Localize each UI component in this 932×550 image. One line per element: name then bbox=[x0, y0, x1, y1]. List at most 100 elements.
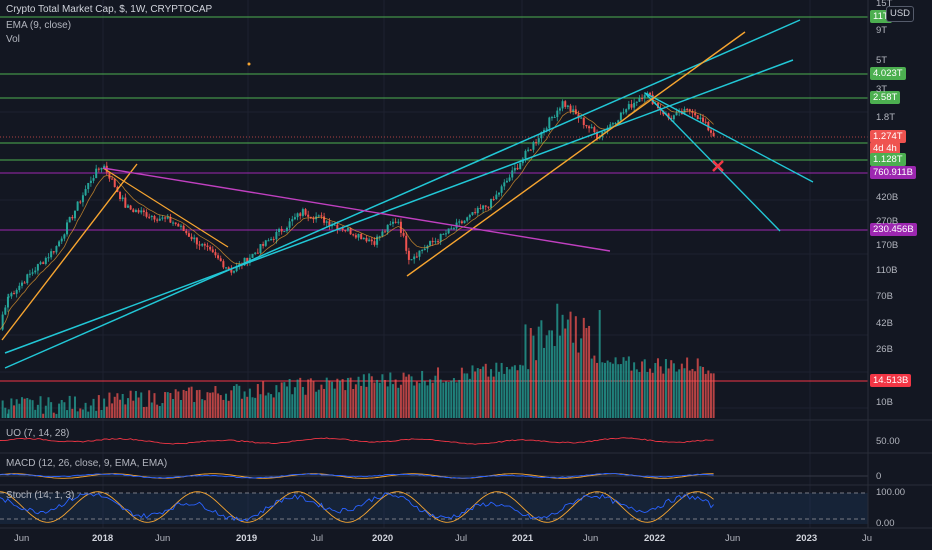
candle-body-144 bbox=[378, 236, 381, 238]
candle-body-133 bbox=[349, 228, 352, 235]
volume-bar-96 bbox=[251, 397, 254, 418]
candle-body-174 bbox=[458, 221, 461, 223]
candle-body-270 bbox=[712, 132, 715, 137]
volume-bar-208 bbox=[548, 330, 551, 418]
volume-bar-146 bbox=[384, 379, 387, 418]
volume-bar-37 bbox=[95, 410, 98, 418]
volume-bar-123 bbox=[323, 388, 326, 418]
volume-bar-226 bbox=[596, 362, 599, 418]
candle-body-110 bbox=[288, 221, 291, 228]
volume-bar-119 bbox=[312, 380, 315, 418]
candle-body-243 bbox=[641, 98, 644, 100]
candle-body-267 bbox=[704, 121, 707, 123]
volume-bar-165 bbox=[434, 375, 437, 418]
volume-bar-164 bbox=[431, 382, 434, 418]
candle-body-157 bbox=[413, 256, 416, 260]
volume-bar-52 bbox=[134, 391, 137, 418]
volume-bar-229 bbox=[603, 362, 606, 418]
candle-body-52 bbox=[134, 210, 137, 213]
candle-body-116 bbox=[304, 209, 307, 215]
volume-bar-38 bbox=[97, 395, 100, 418]
orange-trend-2018 bbox=[102, 167, 229, 248]
candle-body-63 bbox=[164, 217, 167, 219]
price-label-countdown: 4d 4h bbox=[870, 142, 900, 155]
volume-bar-46 bbox=[119, 399, 122, 418]
volume-bar-244 bbox=[643, 359, 646, 418]
candle-body-217 bbox=[572, 109, 575, 112]
volume-bar-100 bbox=[262, 381, 265, 418]
indicator-title-2[interactable]: Stoch (14, 1, 3) bbox=[6, 490, 75, 501]
currency-badge[interactable]: USD bbox=[886, 6, 914, 22]
volume-bar-110 bbox=[288, 379, 291, 418]
candle-body-126 bbox=[331, 225, 334, 227]
candle-body-192 bbox=[505, 180, 508, 183]
candle-body-38 bbox=[97, 168, 100, 170]
volume-bar-74 bbox=[193, 402, 196, 418]
candle-body-121 bbox=[317, 215, 320, 217]
candle-body-200 bbox=[527, 149, 530, 151]
volume-bar-180 bbox=[474, 371, 477, 418]
volume-bar-200 bbox=[527, 369, 530, 418]
candle-body-166 bbox=[437, 241, 440, 243]
vol-legend[interactable]: Vol bbox=[6, 34, 20, 45]
volume-bar-6 bbox=[13, 405, 16, 418]
volume-bar-202 bbox=[532, 335, 535, 418]
candle-body-147 bbox=[386, 224, 389, 232]
volume-bar-130 bbox=[341, 379, 344, 418]
volume-bar-206 bbox=[543, 347, 546, 418]
candle-body-213 bbox=[561, 101, 564, 109]
candle-body-149 bbox=[391, 221, 394, 224]
candle-body-216 bbox=[569, 105, 572, 112]
indicator-title-1[interactable]: MACD (12, 26, close, 9, EMA, EMA) bbox=[6, 458, 168, 469]
candle-body-224 bbox=[590, 127, 593, 129]
volume-bar-24 bbox=[60, 400, 63, 418]
candle-body-240 bbox=[633, 102, 636, 108]
candle-body-132 bbox=[346, 228, 349, 231]
volume-bar-249 bbox=[656, 358, 659, 418]
panel-separators[interactable] bbox=[0, 0, 932, 529]
trend-lines[interactable] bbox=[1, 19, 814, 369]
candle-body-229 bbox=[603, 131, 606, 133]
candle-body-237 bbox=[625, 109, 628, 113]
volume-bar-143 bbox=[376, 379, 379, 418]
candle-body-183 bbox=[482, 205, 485, 209]
volume-bar-53 bbox=[137, 397, 140, 418]
volume-bar-215 bbox=[566, 319, 569, 418]
volume-bar-220 bbox=[580, 338, 583, 418]
ema-legend[interactable]: EMA (9, close) bbox=[6, 20, 72, 31]
volume-bar-261 bbox=[688, 370, 691, 418]
volume-bar-246 bbox=[649, 368, 652, 418]
volume-bar-104 bbox=[272, 397, 275, 418]
candle-body-57 bbox=[148, 216, 151, 218]
volume-bar-122 bbox=[320, 384, 323, 418]
candle-body-97 bbox=[254, 252, 257, 254]
symbol-title[interactable]: Crypto Total Market Cap, $, 1W, CRYPTOCA… bbox=[6, 4, 213, 15]
volume-bar-136 bbox=[357, 376, 360, 418]
candle-body-47 bbox=[121, 197, 124, 200]
volume-bar-253 bbox=[667, 368, 670, 418]
candle-body-239 bbox=[630, 104, 633, 108]
volume-bar-221 bbox=[582, 317, 585, 418]
indicator-title-0[interactable]: UO (7, 14, 28) bbox=[6, 428, 70, 439]
price-label-2: 2.58T bbox=[870, 91, 901, 104]
candle-body-151 bbox=[397, 221, 400, 223]
candle-body-48 bbox=[124, 197, 127, 208]
volume-bar-166 bbox=[437, 367, 440, 418]
volume-bar-149 bbox=[391, 384, 394, 418]
candle-body-226 bbox=[596, 132, 599, 139]
indicator-axis-2-1: 0.00 bbox=[876, 518, 895, 529]
candle-body-109 bbox=[285, 227, 288, 232]
candle-body-80 bbox=[209, 246, 212, 250]
volume-bar-204 bbox=[537, 326, 540, 418]
volume-bar-10 bbox=[23, 398, 26, 418]
volume-bar-211 bbox=[556, 303, 559, 418]
candle-body-18 bbox=[44, 258, 47, 264]
volume-bar-139 bbox=[365, 386, 368, 418]
candle-body-65 bbox=[169, 216, 172, 223]
candle-body-64 bbox=[166, 216, 169, 219]
candle-body-125 bbox=[328, 221, 331, 226]
cyan-down-trend-1 bbox=[644, 92, 814, 183]
volume-bar-133 bbox=[349, 377, 352, 418]
volume-bar-116 bbox=[304, 394, 307, 418]
